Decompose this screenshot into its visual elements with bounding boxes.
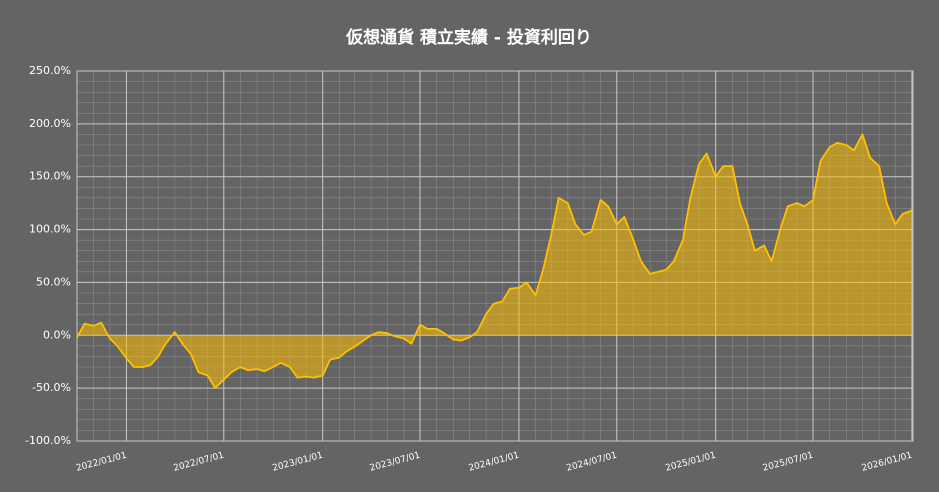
y-tick-label: 250.0% [29, 64, 71, 77]
area [77, 134, 912, 389]
y-tick-label: 100.0% [29, 223, 71, 236]
x-tick-label: 2026/01/01 [861, 451, 914, 474]
x-tick-label: 2025/07/01 [762, 451, 815, 474]
x-tick-label: 2023/07/01 [369, 451, 422, 474]
y-tick-label: -50.0% [32, 381, 71, 394]
y-tick-label: -100.0% [25, 434, 71, 447]
x-tick-label: 2024/01/01 [468, 451, 521, 474]
line [76, 133, 913, 389]
y-tick-label: 200.0% [29, 117, 71, 130]
y-tick-label: 150.0% [29, 170, 71, 183]
chart-title: 仮想通貨 積立実績 - 投資利回り [345, 27, 592, 48]
plot-border [76, 70, 914, 442]
y-tick-label: 0.0% [43, 328, 71, 341]
x-tick-label: 2022/07/01 [172, 451, 225, 474]
x-tick-label: 2023/01/01 [271, 451, 324, 474]
x-tick-label: 2025/01/01 [664, 451, 717, 474]
x-tick-label: 2022/01/01 [75, 451, 128, 474]
y-tick-label: 50.0% [36, 275, 71, 288]
x-tick-label: 2024/07/01 [565, 451, 618, 474]
